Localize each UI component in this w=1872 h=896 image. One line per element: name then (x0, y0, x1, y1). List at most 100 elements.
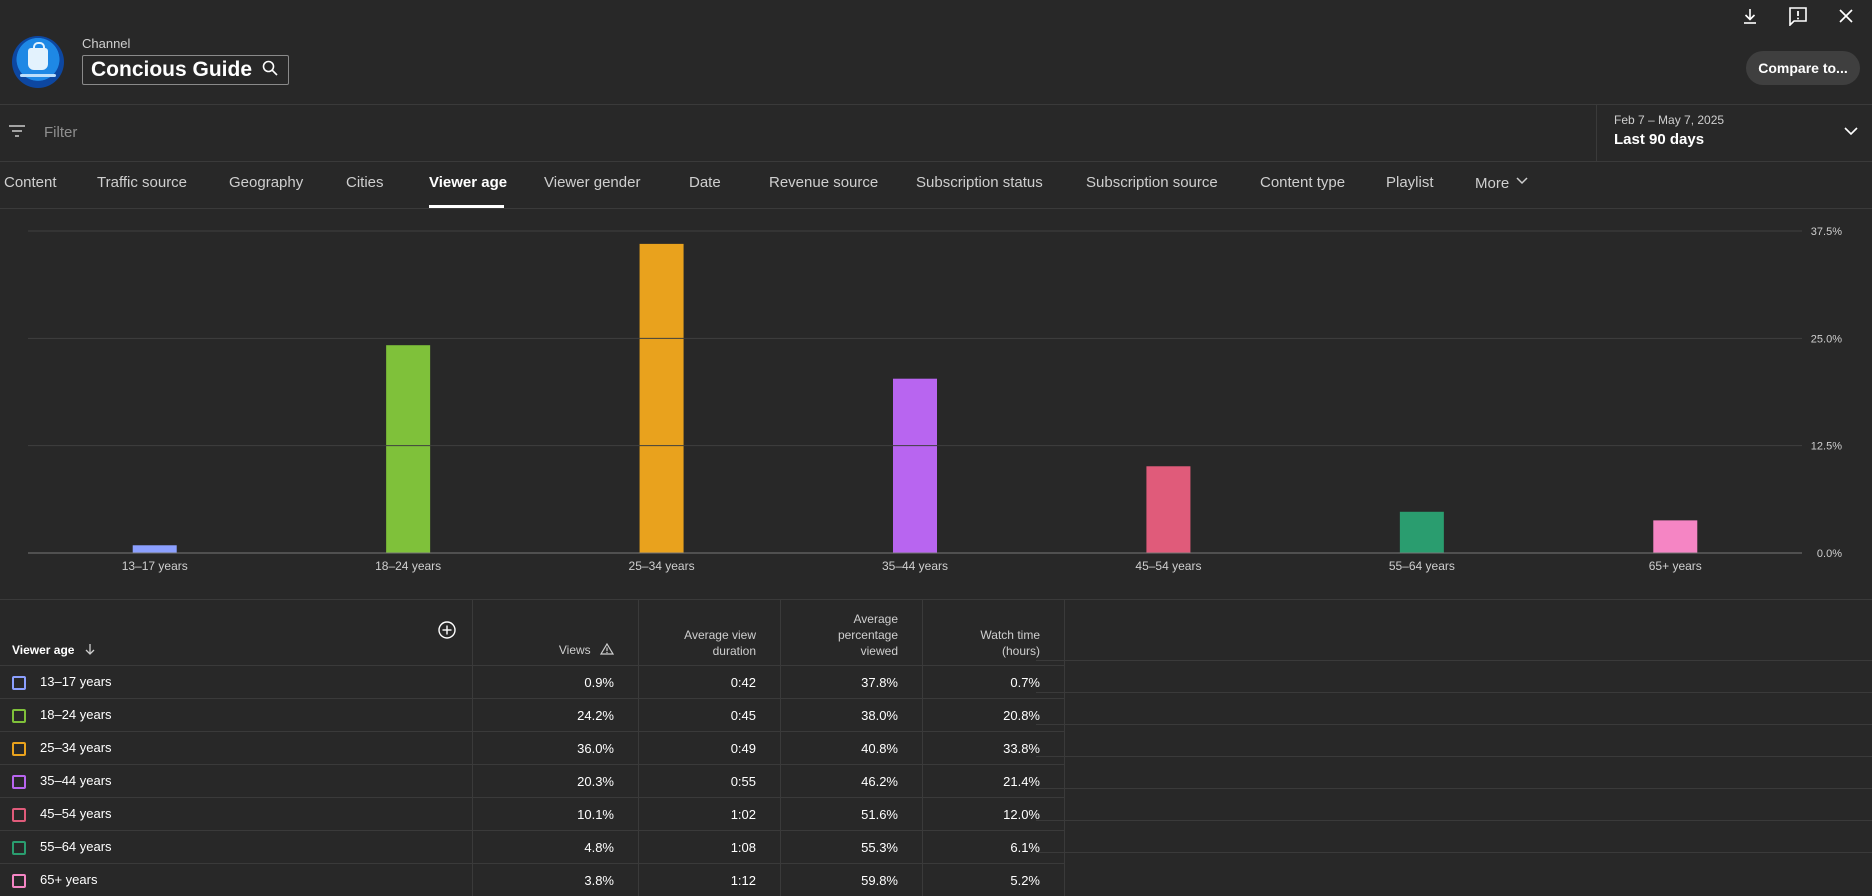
x-tick-label: 13–17 years (122, 559, 188, 573)
x-tick-label: 35–44 years (882, 559, 948, 573)
x-tick-label: 65+ years (1649, 559, 1702, 573)
tab-more-label: More (1475, 175, 1509, 192)
tab-subscription-source[interactable]: Subscription source (1086, 174, 1218, 191)
date-preset: Last 90 days (1614, 131, 1704, 148)
tab-content-type[interactable]: Content type (1260, 174, 1345, 191)
header-views[interactable]: Views (473, 599, 639, 666)
cell-avg-percentage-viewed: 38.0% (781, 699, 923, 732)
cell-avg-view-duration: 1:12 (639, 864, 781, 896)
filter-bar: Filter Feb 7 – May 7, 2025 Last 90 days (0, 105, 1872, 162)
header-average-view-duration[interactable]: Average view duration (639, 599, 781, 666)
channel-selector[interactable]: Concious Guide (82, 55, 289, 85)
y-tick-label: 12.5% (1811, 441, 1842, 453)
compare-button[interactable]: Compare to... (1746, 51, 1860, 85)
x-tick-label: 25–34 years (629, 559, 695, 573)
x-tick-label: 45–54 years (1135, 559, 1201, 573)
y-tick-label: 37.5% (1811, 226, 1842, 238)
x-tick-label: 18–24 years (375, 559, 441, 573)
header-viewer-age[interactable]: Viewer age (0, 599, 473, 666)
chevron-down-icon[interactable] (1843, 123, 1859, 144)
channel-label: Channel (82, 36, 130, 51)
dimension-tabs: Content Traffic source Geography Cities … (0, 162, 1872, 209)
cell-views: 3.8% (473, 864, 639, 896)
row-checkbox[interactable] (12, 742, 26, 756)
avatar-bag-icon (28, 48, 48, 70)
cell-avg-percentage-viewed: 40.8% (781, 732, 923, 765)
row-checkbox[interactable] (12, 676, 26, 690)
cell-avg-percentage-viewed: 37.8% (781, 666, 923, 699)
tab-cities[interactable]: Cities (346, 174, 384, 191)
row-checkbox[interactable] (12, 709, 26, 723)
date-range-selector[interactable]: Feb 7 – May 7, 2025 Last 90 days (1596, 105, 1872, 161)
feedback-icon[interactable] (1784, 2, 1812, 30)
header-watch-time[interactable]: Watch time (hours) (923, 599, 1065, 666)
sort-down-icon[interactable] (84, 643, 96, 659)
tab-traffic-source[interactable]: Traffic source (97, 174, 187, 191)
bar-3[interactable] (893, 379, 937, 553)
row-checkbox[interactable] (12, 808, 26, 822)
cell-views: 36.0% (473, 732, 639, 765)
cell-avg-percentage-viewed: 51.6% (781, 798, 923, 831)
cell-avg-view-duration: 0:42 (639, 666, 781, 699)
y-tick-label: 25.0% (1811, 333, 1842, 345)
tab-more[interactable]: More (1475, 174, 1529, 192)
row-checkbox[interactable] (12, 874, 26, 888)
y-tick-label: 0.0% (1817, 548, 1842, 560)
cell-avg-percentage-viewed: 59.8% (781, 864, 923, 896)
row-age-label: 25–34 years (40, 740, 112, 755)
close-icon[interactable] (1832, 2, 1860, 30)
tab-geography[interactable]: Geography (229, 174, 303, 191)
row-age-label: 18–24 years (40, 707, 112, 722)
cell-avg-view-duration: 0:45 (639, 699, 781, 732)
cell-views: 0.9% (473, 666, 639, 699)
active-tab-indicator (429, 205, 504, 208)
x-tick-label: 55–64 years (1389, 559, 1455, 573)
cell-avg-view-duration: 0:55 (639, 765, 781, 798)
bar-0[interactable] (133, 545, 177, 553)
cell-views: 4.8% (473, 831, 639, 864)
data-table: Viewer age Views Average view duration A… (0, 599, 1065, 896)
tab-playlist[interactable]: Playlist (1386, 174, 1434, 191)
row-checkbox[interactable] (12, 775, 26, 789)
filter-icon[interactable] (8, 123, 26, 144)
cell-avg-view-duration: 1:02 (639, 798, 781, 831)
bar-5[interactable] (1400, 512, 1444, 553)
cell-avg-percentage-viewed: 46.2% (781, 765, 923, 798)
cell-views: 10.1% (473, 798, 639, 831)
row-checkbox[interactable] (12, 841, 26, 855)
tab-content[interactable]: Content (4, 174, 57, 191)
filter-input[interactable]: Filter (44, 124, 77, 141)
download-icon[interactable] (1736, 2, 1764, 30)
warning-icon (600, 643, 614, 659)
bar-4[interactable] (1146, 466, 1190, 553)
header: Channel Concious Guide Compare to... (0, 0, 1872, 105)
viewer-age-chart: 13–17 years 18–24 years 25–34 years 35–44 y… (0, 209, 1872, 600)
bar-chart: 13–17 years 18–24 years 25–34 years 35–44 y… (0, 209, 1872, 599)
bar-6[interactable] (1653, 520, 1697, 553)
row-age-label: 65+ years (40, 872, 97, 887)
bar-1[interactable] (386, 345, 430, 553)
channel-name: Concious Guide (91, 58, 252, 82)
row-age-label: 45–54 years (40, 806, 112, 821)
cell-views: 24.2% (473, 699, 639, 732)
tab-date[interactable]: Date (689, 174, 721, 191)
row-age-label: 55–64 years (40, 839, 112, 854)
row-age-label: 35–44 years (40, 773, 112, 788)
tab-subscription-status[interactable]: Subscription status (916, 174, 1043, 191)
channel-avatar[interactable] (12, 36, 64, 88)
header-average-percentage-viewed[interactable]: Average percentage viewed (781, 599, 923, 666)
tab-viewer-gender[interactable]: Viewer gender (544, 174, 640, 191)
bar-2[interactable] (640, 244, 684, 553)
date-range-text: Feb 7 – May 7, 2025 (1614, 113, 1724, 127)
tab-revenue-source[interactable]: Revenue source (769, 174, 878, 191)
tab-viewer-age[interactable]: Viewer age (429, 174, 507, 191)
cell-avg-percentage-viewed: 55.3% (781, 831, 923, 864)
search-icon[interactable] (262, 60, 278, 81)
